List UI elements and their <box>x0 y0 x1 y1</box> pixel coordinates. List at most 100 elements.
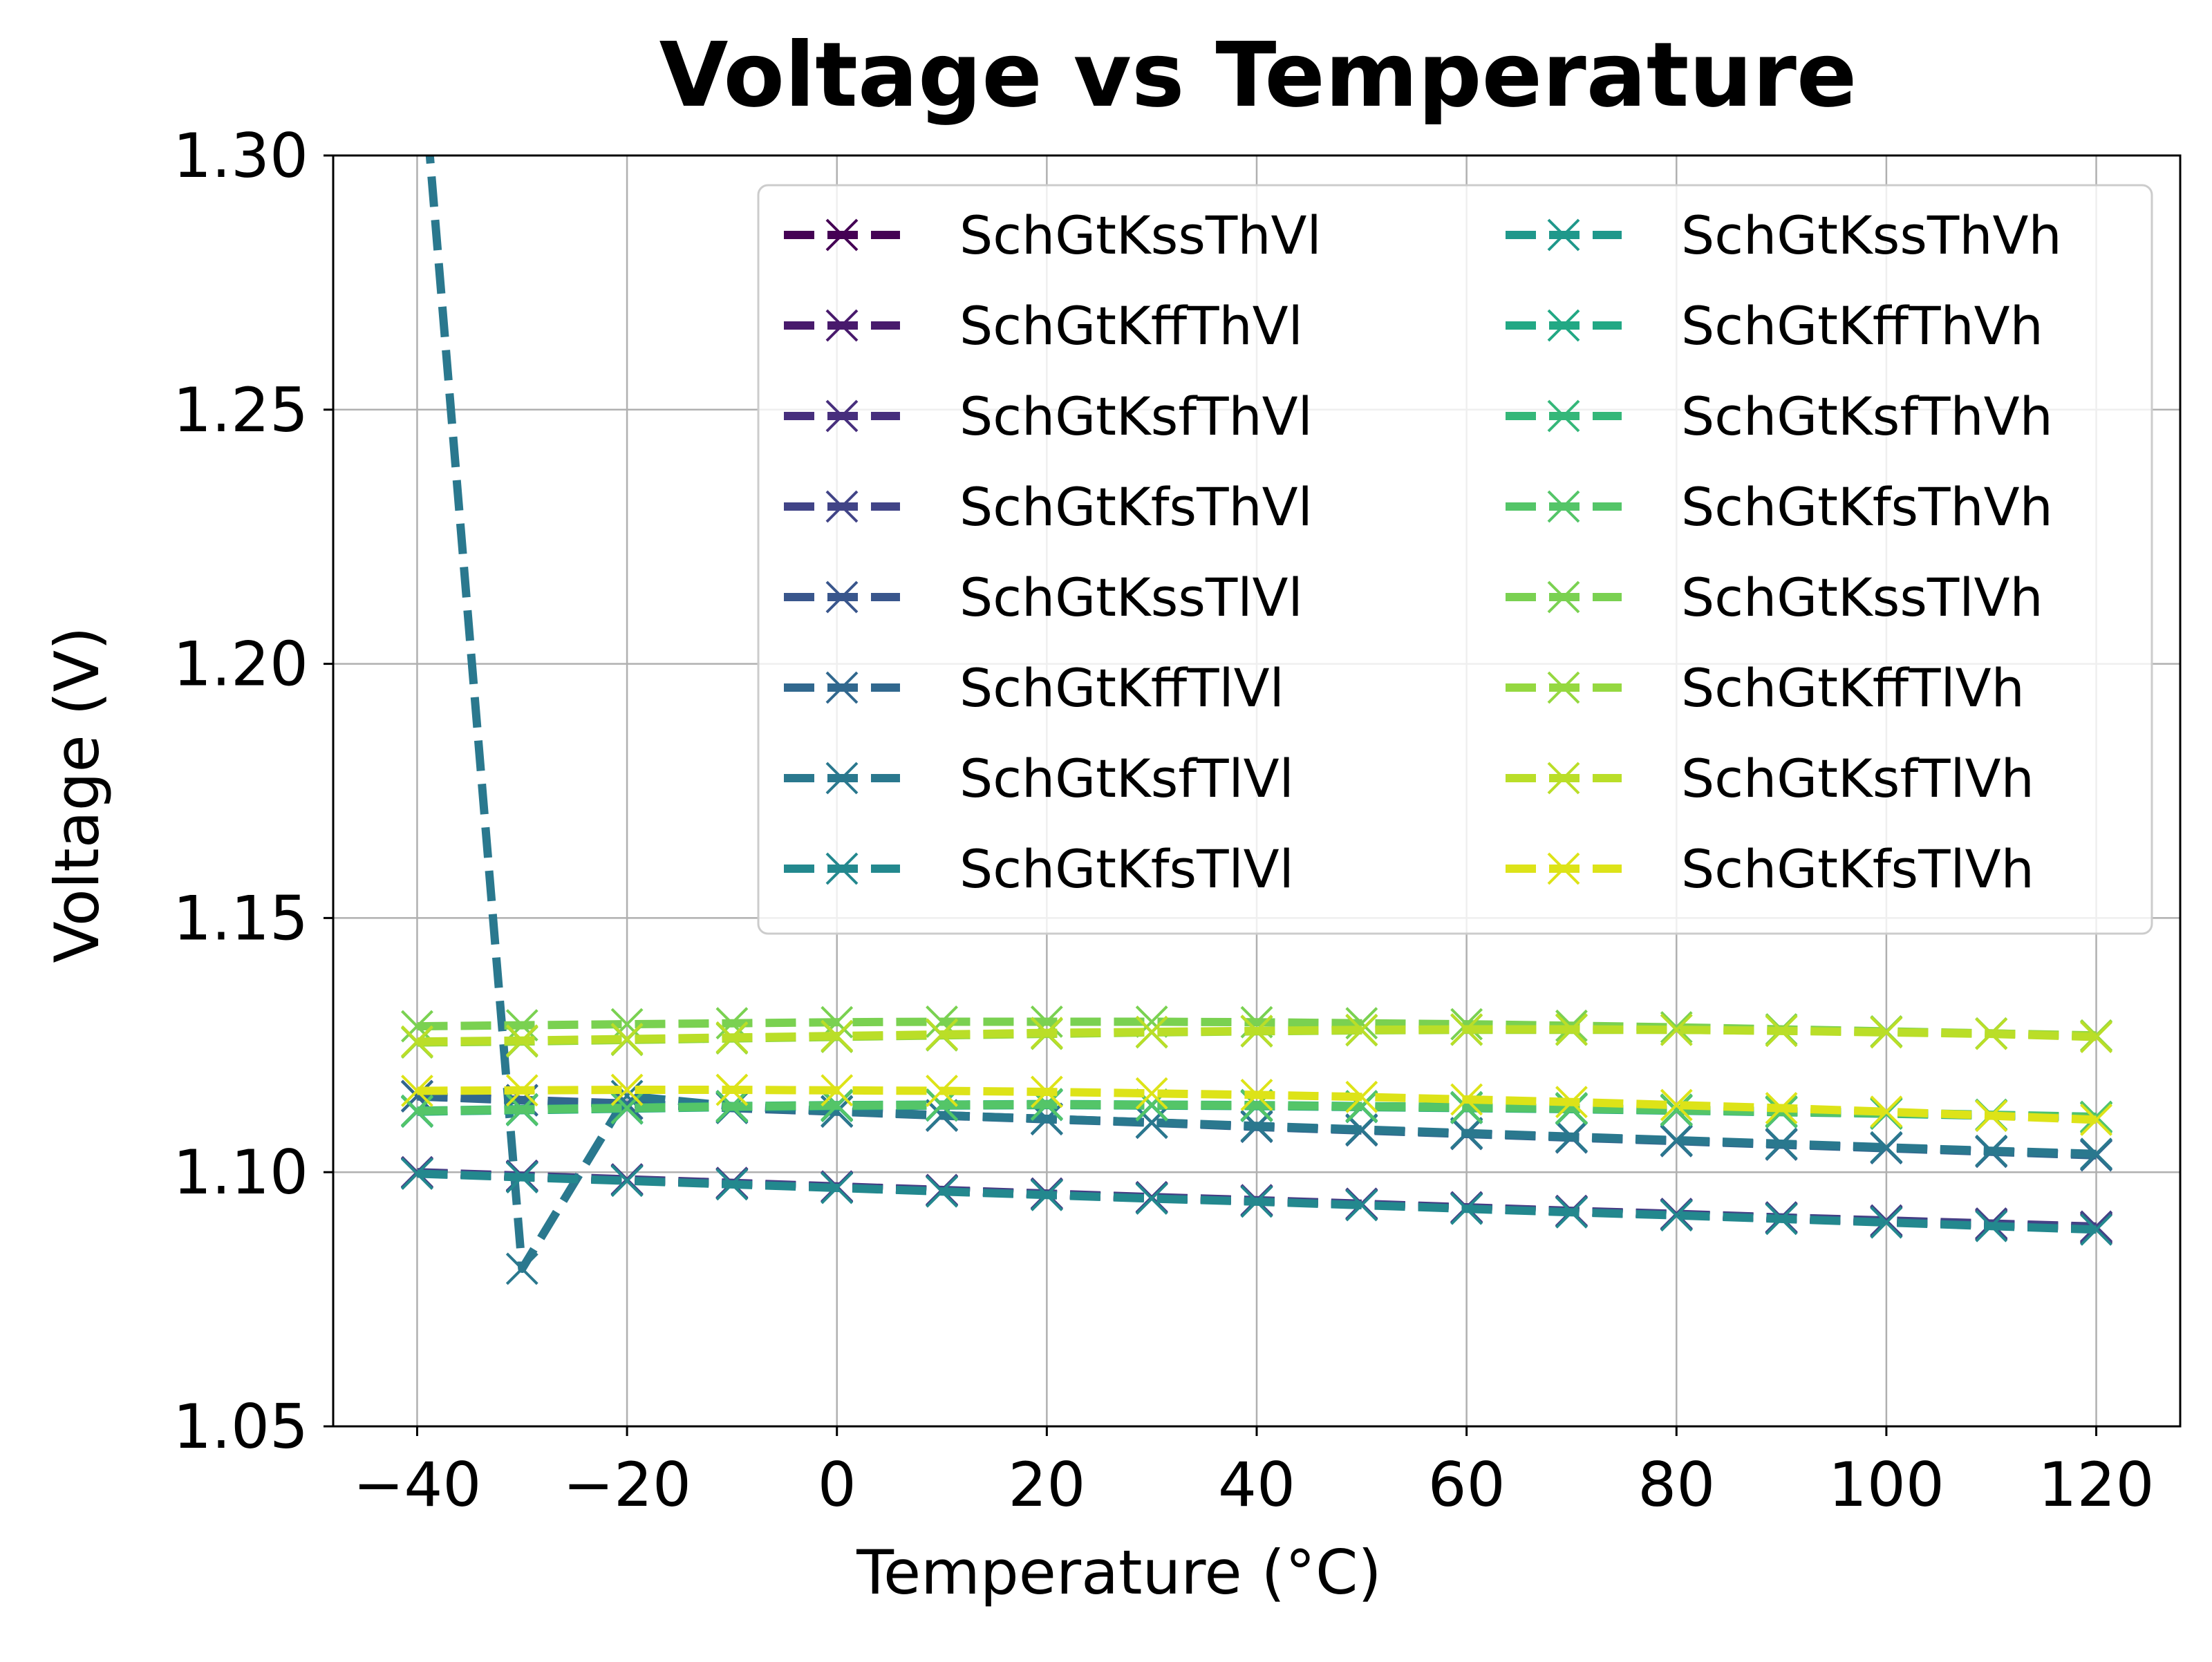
x-tick-label: −20 <box>563 1449 691 1520</box>
legend-label: SchGtKfsThVl <box>959 476 1313 538</box>
legend-marker <box>825 309 859 342</box>
data-point <box>1555 1086 1588 1119</box>
y-tick-label: 1.25 <box>173 375 308 446</box>
legend-marker <box>825 852 859 885</box>
legend-item: SchGtKsfThVh <box>1506 386 2053 447</box>
legend-label: SchGtKsfThVl <box>959 386 1313 447</box>
data-point <box>1450 1192 1483 1225</box>
data-point <box>821 1074 854 1107</box>
data-point <box>1870 1206 1903 1239</box>
x-tick-label: 120 <box>2038 1449 2155 1520</box>
legend-marker <box>825 399 859 433</box>
data-point <box>2080 1021 2112 1053</box>
legend-label: SchGtKsfTlVh <box>1681 748 2034 809</box>
legend-label: SchGtKssTlVh <box>1681 567 2043 628</box>
data-point <box>1975 1099 2008 1132</box>
legend-item: SchGtKsfTlVh <box>1506 748 2034 809</box>
x-axis-label: Temperature (°C) <box>856 1537 1382 1608</box>
legend-label: SchGtKssTlVl <box>959 567 1303 628</box>
data-point <box>1135 1077 1168 1110</box>
series-SchGtKsfTlVh <box>401 1013 2112 1058</box>
legend-marker <box>1547 490 1580 523</box>
x-tick-label: 60 <box>1428 1449 1506 1520</box>
legend-item: SchGtKfsThVh <box>1506 476 2053 538</box>
data-point <box>1345 1080 1378 1113</box>
legend-marker <box>825 218 859 252</box>
legend-marker <box>1547 671 1580 704</box>
legend-item: SchGtKssTlVl <box>784 567 1303 628</box>
x-tick-label: −40 <box>353 1449 482 1520</box>
x-tick-label: 100 <box>1828 1449 1944 1520</box>
legend-marker <box>825 671 859 704</box>
legend-item: SchGtKffTlVh <box>1506 657 2025 719</box>
y-tick-label: 1.10 <box>173 1137 308 1208</box>
data-point <box>1345 1113 1378 1146</box>
legend-item: SchGtKsfThVl <box>784 386 1313 447</box>
legend-item: SchGtKfsThVl <box>784 476 1313 538</box>
series-SchGtKfsTlVh <box>401 1073 2112 1136</box>
data-point <box>715 1073 749 1106</box>
x-tick-label: 80 <box>1638 1449 1715 1520</box>
legend-item: SchGtKffThVl <box>784 295 1303 357</box>
data-point <box>715 1090 749 1123</box>
data-point <box>1450 1013 1483 1046</box>
data-point <box>1555 1013 1588 1046</box>
data-point <box>1765 1092 1798 1124</box>
data-point <box>1135 1106 1168 1139</box>
data-point <box>610 1092 644 1124</box>
legend-item: SchGtKfsTlVh <box>1506 838 2034 900</box>
data-point <box>1660 1199 1693 1232</box>
y-tick-label: 1.30 <box>173 120 308 191</box>
y-tick-label: 1.15 <box>173 882 308 954</box>
data-point <box>1345 1013 1378 1046</box>
legend-item: SchGtKssTlVh <box>1506 567 2043 628</box>
legend-label: SchGtKfsTlVh <box>1681 838 2034 900</box>
legend-label: SchGtKffThVl <box>959 295 1303 357</box>
data-point <box>505 1252 538 1285</box>
data-point <box>401 1025 433 1058</box>
data-point <box>401 1157 433 1190</box>
data-point <box>715 1021 749 1054</box>
x-tick-label: 40 <box>1218 1449 1295 1520</box>
legend-label: SchGtKssThVl <box>959 205 1322 266</box>
data-point <box>401 1010 433 1043</box>
data-point <box>1240 1014 1273 1048</box>
legend-item: SchGtKfsTlVl <box>784 838 1294 900</box>
data-point <box>2080 1104 2112 1136</box>
data-point <box>1030 1075 1063 1108</box>
data-point <box>1765 1202 1798 1236</box>
x-tick-label: 20 <box>1008 1449 1085 1520</box>
legend-marker <box>1547 580 1580 614</box>
legend: SchGtKssThVl SchGtKffThVl SchGtKsfThVl SchG… <box>757 184 2153 935</box>
data-point <box>610 1073 644 1106</box>
legend-box <box>757 184 2153 935</box>
series-lines <box>401 155 2112 1285</box>
data-point <box>1240 1078 1273 1111</box>
data-point <box>821 1019 854 1052</box>
data-point <box>401 1075 433 1107</box>
data-point <box>1135 1182 1168 1215</box>
data-point <box>1660 1013 1693 1046</box>
data-point <box>1555 1196 1588 1229</box>
data-point <box>1030 1017 1063 1050</box>
legend-marker <box>825 762 859 795</box>
data-point <box>1870 1016 1903 1049</box>
legend-label: SchGtKsfThVh <box>1681 386 2053 447</box>
legend-item: SchGtKffThVh <box>1506 295 2043 357</box>
y-axis-label: Voltage (V) <box>41 627 113 963</box>
data-point <box>715 1168 749 1201</box>
data-point <box>1135 1015 1168 1048</box>
data-point <box>1450 1008 1483 1041</box>
data-point <box>926 1175 958 1208</box>
x-tick-label: 0 <box>818 1449 856 1520</box>
series-SchGtKfsTlVl <box>401 1157 2112 1246</box>
data-point <box>926 1018 958 1051</box>
legend-item: SchGtKssThVh <box>1506 205 2062 266</box>
data-point <box>505 1161 538 1193</box>
data-point <box>821 1089 854 1122</box>
legend-label: SchGtKsfTlVl <box>959 748 1294 809</box>
legend-marker <box>1547 218 1580 252</box>
data-point <box>1030 1178 1063 1211</box>
data-point <box>1975 1209 2008 1243</box>
legend-label: SchGtKffTlVh <box>1681 657 2025 719</box>
